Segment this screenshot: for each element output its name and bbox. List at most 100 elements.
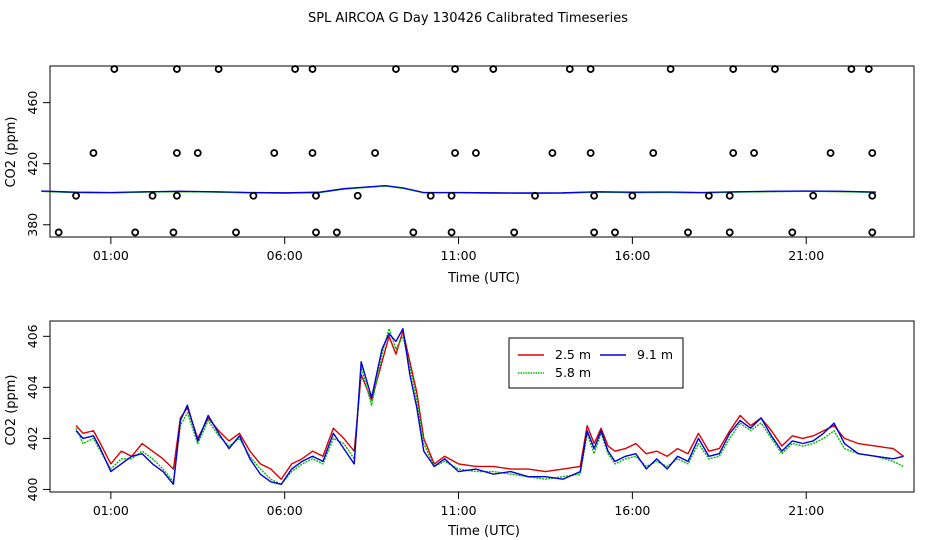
- x-tick-label: 16:00: [614, 503, 650, 518]
- scatter-point: [565, 65, 574, 73]
- x-tick-label: 01:00: [93, 503, 129, 518]
- top-plot-frame: [49, 65, 915, 238]
- scatter-point: [649, 149, 658, 157]
- scatter-point: [291, 65, 300, 73]
- y-tick-label: 402: [25, 426, 40, 450]
- scatter-point: [586, 65, 595, 73]
- x-tick-label: 21:00: [788, 248, 824, 263]
- scatter-point: [548, 149, 557, 157]
- scatter-point: [173, 65, 181, 73]
- top-y-axis: 380 420 460: [25, 91, 50, 237]
- x-tick-label: 11:00: [441, 248, 477, 263]
- scatter-point: [308, 149, 317, 157]
- legend: 2.5 m 9.1 m 5.8 m: [508, 337, 684, 389]
- scatter-point: [426, 191, 435, 200]
- scatter-point: [312, 191, 320, 200]
- scatter-point: [750, 149, 758, 157]
- series-line-5-8-m: [75, 327, 904, 486]
- scatter-point: [270, 149, 279, 157]
- x-tick-label: 21:00: [788, 503, 824, 518]
- scatter-point: [451, 65, 459, 73]
- scatter-point: [725, 228, 734, 237]
- scatter-point: [868, 149, 877, 157]
- figure-title: SPL AIRCOA G Day 130426 Calibrated Times…: [308, 11, 628, 26]
- scatter-point: [447, 228, 456, 237]
- bottom-panel: 01:00 06:00 11:00 16:00 21:00 400 402 404 406 T…: [4, 320, 915, 539]
- scatter-point: [54, 228, 63, 237]
- legend-label-2-5m: 2.5 m: [555, 347, 591, 362]
- scatter-point: [447, 191, 456, 200]
- top-baseline-series: [41, 184, 876, 194]
- x-tick-label: 06:00: [267, 503, 303, 518]
- scatter-point: [628, 191, 637, 200]
- scatter-point: [510, 228, 519, 237]
- baseline-line-blue: [41, 184, 876, 194]
- scatter-point: [729, 65, 738, 73]
- scatter-point: [489, 65, 498, 73]
- scatter-point: [173, 191, 181, 200]
- y-tick-label: 380: [25, 213, 40, 237]
- series-line-2-5-m: [75, 330, 904, 480]
- scatter-point: [771, 65, 779, 73]
- legend-label-9-1m: 9.1 m: [637, 347, 673, 362]
- scatter-point: [89, 149, 98, 157]
- scatter-point: [392, 65, 400, 73]
- y-tick-label: 420: [25, 152, 40, 176]
- scatter-point: [371, 149, 379, 157]
- scatter-point: [232, 228, 240, 237]
- y-tick-label: 400: [25, 477, 40, 501]
- scatter-point: [586, 149, 595, 157]
- legend-box: [508, 337, 684, 389]
- x-tick-label: 11:00: [441, 503, 477, 518]
- bottom-line-series: [75, 327, 904, 486]
- scatter-point: [725, 191, 734, 200]
- scatter-point: [868, 228, 877, 237]
- scatter-point: [193, 149, 202, 157]
- scatter-point: [249, 191, 258, 200]
- scatter-point: [826, 149, 835, 157]
- scatter-point: [72, 191, 80, 200]
- scatter-point: [868, 191, 877, 200]
- scatter-point: [173, 149, 181, 157]
- top-x-axis: 01:00 06:00 11:00 16:00 21:00: [93, 237, 824, 263]
- scatter-point: [214, 65, 223, 73]
- scatter-point: [312, 228, 320, 237]
- scatter-point: [353, 191, 362, 200]
- y-tick-label: 404: [25, 375, 40, 399]
- scatter-point: [590, 228, 599, 237]
- scatter-point: [148, 191, 157, 200]
- scatter-point: [684, 228, 692, 237]
- bottom-y-axis-label: CO2 (ppm): [4, 374, 19, 445]
- scatter-point: [704, 191, 713, 200]
- scatter-point: [169, 228, 178, 237]
- y-tick-label: 460: [25, 91, 40, 115]
- scatter-point: [809, 191, 818, 200]
- scatter-point: [110, 65, 119, 73]
- x-tick-label: 01:00: [93, 248, 129, 263]
- scatter-point: [864, 65, 873, 73]
- scatter-point: [131, 228, 140, 237]
- scatter-point: [729, 149, 738, 157]
- top-panel: 01:00 06:00 11:00 16:00 21:00 380 420 460 Time…: [4, 65, 915, 286]
- y-tick-label: 406: [25, 324, 40, 348]
- series-line-9-1-m: [75, 327, 904, 486]
- top-scatter-points: [54, 65, 877, 237]
- scatter-point: [472, 149, 480, 157]
- x-tick-label: 16:00: [614, 248, 650, 263]
- scatter-point: [409, 228, 418, 237]
- scatter-point: [590, 191, 599, 200]
- scatter-point: [332, 228, 341, 237]
- scatter-point: [788, 228, 797, 237]
- bottom-y-axis: 400 402 404 406: [25, 324, 50, 501]
- scatter-point: [531, 191, 539, 200]
- scatter-point: [611, 228, 619, 237]
- legend-label-5-8m: 5.8 m: [555, 365, 591, 380]
- x-tick-label: 06:00: [267, 248, 303, 263]
- top-x-axis-label: Time (UTC): [447, 271, 520, 286]
- bottom-x-axis-label: Time (UTC): [447, 524, 520, 539]
- scatter-point: [847, 65, 856, 73]
- scatter-point: [451, 149, 459, 157]
- bottom-x-axis: 01:00 06:00 11:00 16:00 21:00: [93, 492, 824, 518]
